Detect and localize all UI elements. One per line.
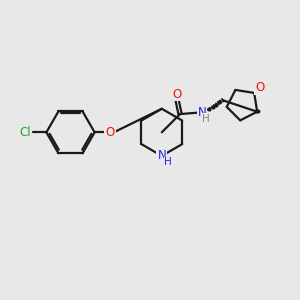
Text: H: H [202, 114, 209, 124]
Text: O: O [172, 88, 182, 100]
Text: O: O [105, 126, 115, 139]
Text: Cl: Cl [19, 126, 31, 139]
Text: H: H [164, 158, 172, 167]
Text: O: O [255, 81, 264, 94]
Text: N: N [158, 149, 166, 162]
Text: N: N [198, 106, 206, 119]
